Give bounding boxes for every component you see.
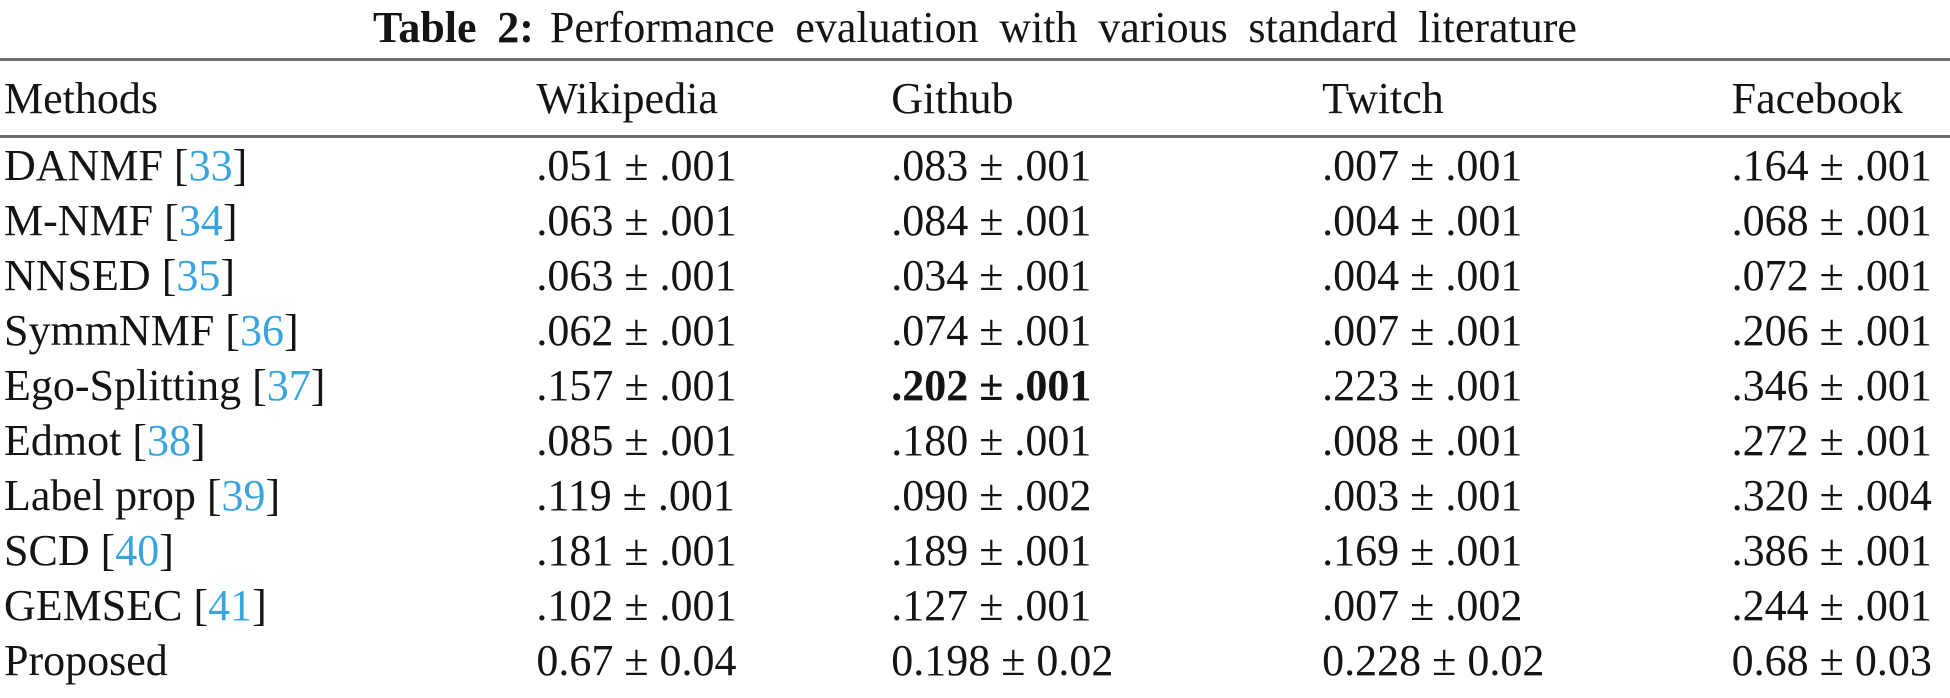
value-cell: .181 ± .001 <box>536 526 737 575</box>
value-cell: .189 ± .001 <box>891 526 1092 575</box>
column-header-methods: Methods <box>0 59 533 138</box>
value-cell: .386 ± .001 <box>1731 526 1932 575</box>
table-row: Proposed 0.67 ± 0.04 0.198 ± 0.02 0.228 ± 0… <box>0 633 1950 698</box>
method-cell: Label prop [39] <box>4 471 281 520</box>
value-cell: .223 ± .001 <box>1322 361 1523 410</box>
method-name: SCD <box>4 526 90 575</box>
table-row: GEMSEC [41] .102 ± .001 .127 ± .001 .007 ± … <box>0 578 1950 633</box>
value-cell: .034 ± .001 <box>891 251 1092 300</box>
value-cell: .244 ± .001 <box>1731 581 1932 630</box>
value-cell: .003 ± .001 <box>1322 471 1523 520</box>
method-name: M-NMF <box>4 196 154 245</box>
table-row: Edmot [38] .085 ± .001 .180 ± .001 .008 ± .… <box>0 413 1950 468</box>
value-cell: .083 ± .001 <box>891 141 1092 190</box>
method-cell: M-NMF [34] <box>4 196 238 245</box>
value-cell: .206 ± .001 <box>1731 306 1932 355</box>
value-cell: .008 ± .001 <box>1322 416 1523 465</box>
method-cell: GEMSEC [41] <box>4 581 267 630</box>
citation-link[interactable]: 40 <box>115 526 160 575</box>
method-cell: DANMF [33] <box>4 141 248 190</box>
table-row: M-NMF [34] .063 ± .001 .084 ± .001 .004 ± .… <box>0 193 1950 248</box>
method-cell: SymmNMF [36] <box>4 306 299 355</box>
value-cell: .202 ± .001 <box>891 361 1092 410</box>
method-cell: NNSED [35] <box>4 251 235 300</box>
value-cell: .320 ± .004 <box>1731 471 1932 520</box>
value-cell: .157 ± .001 <box>536 361 737 410</box>
table-row: Ego-Splitting [37] .157 ± .001 .202 ± .001… <box>0 358 1950 413</box>
value-cell: .085 ± .001 <box>536 416 737 465</box>
method-cell: Ego-Splitting [37] <box>4 361 326 410</box>
value-cell: 0.68 ± 0.03 <box>1731 636 1932 685</box>
method-name: Label prop <box>4 471 196 520</box>
citation-link[interactable]: 36 <box>239 306 284 355</box>
value-cell: .072 ± .001 <box>1731 251 1932 300</box>
value-cell: .051 ± .001 <box>536 141 737 190</box>
value-cell: .102 ± .001 <box>536 581 737 630</box>
method-name: DANMF <box>4 141 163 190</box>
value-cell: .084 ± .001 <box>891 196 1092 245</box>
method-cell: SCD [40] <box>4 526 174 575</box>
citation-link[interactable]: 38 <box>146 416 191 465</box>
method-cell: Edmot [38] <box>4 416 206 465</box>
citation-link[interactable]: 35 <box>176 251 221 300</box>
value-cell: 0.228 ± 0.02 <box>1322 636 1545 685</box>
value-cell: .062 ± .001 <box>536 306 737 355</box>
method-name: SymmNMF <box>4 306 215 355</box>
value-cell: .119 ± .001 <box>536 471 735 520</box>
results-table: Methods Wikipedia Github Twitch Facebook… <box>0 58 1950 698</box>
value-cell: .090 ± .002 <box>891 471 1092 520</box>
citation-link[interactable]: 41 <box>208 581 253 630</box>
value-cell: .074 ± .001 <box>891 306 1092 355</box>
citation-link[interactable]: 37 <box>266 361 311 410</box>
method-name: NNSED <box>4 251 151 300</box>
method-cell: Proposed <box>0 633 532 698</box>
table-caption-label: Table 2: <box>373 3 534 52</box>
citation-link[interactable]: 34 <box>178 196 223 245</box>
table-row: Label prop [39] .119 ± .001 .090 ± .002 .00… <box>0 468 1950 523</box>
table-caption-text: Performance evaluation with various stan… <box>549 3 1577 52</box>
column-header-wikipedia: Wikipedia <box>532 59 888 138</box>
table-row: SymmNMF [36] .062 ± .001 .074 ± .001 .007 ±… <box>0 303 1950 358</box>
header-row: Methods Wikipedia Github Twitch Facebook <box>0 59 1950 138</box>
table-row: DANMF [33] .051 ± .001 .083 ± .001 .007 ± .… <box>0 137 1950 194</box>
value-cell: .068 ± .001 <box>1731 196 1932 245</box>
table-row: NNSED [35] .063 ± .001 .034 ± .001 .004 ± .… <box>0 248 1950 303</box>
column-header-github: Github <box>887 59 1319 138</box>
citation-link[interactable]: 39 <box>221 471 266 520</box>
table-caption: Table 2: Performance evaluation with vari… <box>0 0 1950 54</box>
value-cell: .169 ± .001 <box>1322 526 1523 575</box>
value-cell: .063 ± .001 <box>536 251 737 300</box>
method-name: GEMSEC <box>4 581 183 630</box>
table-row: SCD [40] .181 ± .001 .189 ± .001 .169 ± .00… <box>0 523 1950 578</box>
value-cell: .007 ± .001 <box>1322 306 1523 355</box>
value-cell: .164 ± .001 <box>1731 141 1932 190</box>
value-cell: .180 ± .001 <box>891 416 1092 465</box>
value-cell: .346 ± .001 <box>1731 361 1932 410</box>
value-cell: .004 ± .001 <box>1322 251 1523 300</box>
method-name: Proposed <box>4 636 168 685</box>
value-cell: .272 ± .001 <box>1731 416 1932 465</box>
column-header-facebook: Facebook <box>1727 59 1950 138</box>
value-cell: .063 ± .001 <box>536 196 737 245</box>
value-cell: .007 ± .002 <box>1322 581 1523 630</box>
column-header-twitch: Twitch <box>1318 59 1728 138</box>
method-name: Ego-Splitting <box>4 361 242 410</box>
citation-link[interactable]: 33 <box>188 141 233 190</box>
value-cell: 0.198 ± 0.02 <box>891 636 1114 685</box>
value-cell: .127 ± .001 <box>891 581 1092 630</box>
value-cell: 0.67 ± 0.04 <box>536 636 737 685</box>
value-cell: .007 ± .001 <box>1322 141 1523 190</box>
value-cell: .004 ± .001 <box>1322 196 1523 245</box>
method-name: Edmot <box>4 416 122 465</box>
